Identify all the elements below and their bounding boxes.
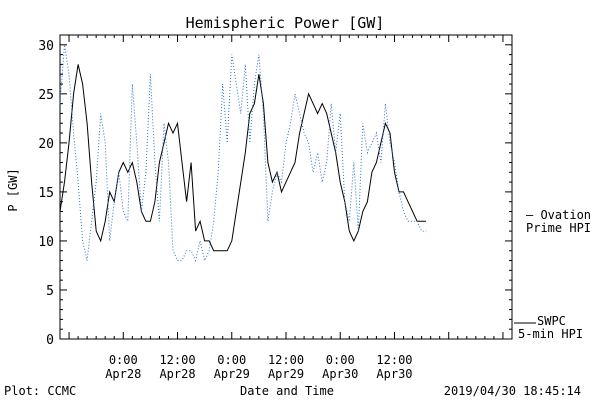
ovation-legend-line2: Prime HPI xyxy=(526,221,591,235)
x-tick-label-date: Apr30 xyxy=(322,367,358,381)
x-tick-label-time: 0:00 xyxy=(217,353,246,367)
x-tick-label-time: 12:00 xyxy=(376,353,412,367)
swpc-legend: SWPC 5-min HPI xyxy=(514,314,583,341)
y-tick-label: 0 xyxy=(46,333,54,348)
y-tick-label: 20 xyxy=(38,137,54,152)
swpc-legend-line1: SWPC xyxy=(537,314,566,328)
y-tick-label: 15 xyxy=(38,186,54,201)
footer-xlabel: Date and Time xyxy=(240,384,334,398)
swpc-series-line xyxy=(59,64,427,252)
y-axis-label: P [GW] xyxy=(6,168,20,211)
x-tick-label-time: 12:00 xyxy=(159,353,195,367)
ovation-legend-line1: — Ovation xyxy=(526,208,591,222)
x-tick-label-time: 0:00 xyxy=(109,353,138,367)
y-tick-label: 25 xyxy=(38,88,54,103)
series-layer xyxy=(59,44,427,263)
x-tick-label-time: 12:00 xyxy=(268,353,304,367)
x-tick-label-date: Apr28 xyxy=(159,367,195,381)
x-tick-label-date: Apr28 xyxy=(105,367,141,381)
y-tick-label: 10 xyxy=(38,235,54,250)
y-axis: 0 5 10 15 20 25 30 xyxy=(38,34,512,348)
swpc-legend-line2: 5-min HPI xyxy=(518,327,583,341)
x-axis: 0:00Apr2812:00Apr280:00Apr2912:00Apr290:… xyxy=(59,35,513,381)
x-tick-label-date: Apr29 xyxy=(214,367,250,381)
y-tick-label: 30 xyxy=(38,39,54,54)
ovation-legend: — Ovation Prime HPI xyxy=(526,208,591,235)
chart-title: Hemispheric Power [GW] xyxy=(186,14,385,32)
y-tick-label: 5 xyxy=(46,284,54,299)
x-tick-label-date: Apr29 xyxy=(268,367,304,381)
x-tick-label-date: Apr30 xyxy=(376,367,412,381)
footer-plot-credit: Plot: CCMC xyxy=(4,384,76,398)
footer-timestamp: 2019/04/30 18:45:14 xyxy=(444,384,581,398)
ovation-series-line xyxy=(59,44,427,263)
x-tick-label-time: 0:00 xyxy=(326,353,355,367)
